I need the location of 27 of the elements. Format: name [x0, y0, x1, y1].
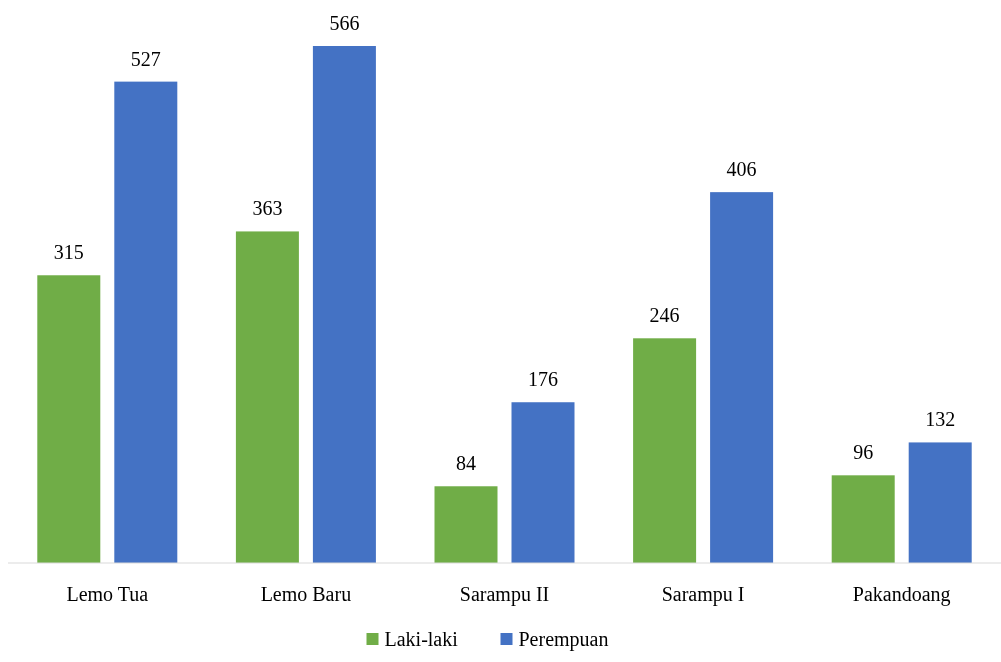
- data-label: 84: [456, 452, 476, 475]
- data-label: 176: [528, 368, 558, 391]
- bar: [235, 231, 299, 563]
- data-label: 527: [130, 47, 161, 70]
- bar: [37, 275, 101, 563]
- legend-label: Laki-laki: [384, 628, 459, 650]
- legend-label: Perempuan: [518, 628, 609, 651]
- x-tick-label: Lemo Tua: [66, 583, 149, 605]
- bar: [831, 475, 895, 563]
- data-label: 406: [726, 158, 757, 181]
- data-label: 132: [925, 408, 956, 431]
- bar: [633, 338, 697, 563]
- x-tick-label: Lemo Baru: [260, 583, 352, 605]
- bar: [434, 486, 498, 563]
- bar: [312, 46, 376, 563]
- bar: [114, 81, 178, 563]
- bar: [511, 402, 575, 563]
- data-label: 566: [329, 12, 360, 34]
- x-tick-label: Sarampu II: [459, 583, 550, 606]
- x-tick-label: Sarampu I: [661, 583, 745, 606]
- bar: [908, 442, 972, 563]
- data-label: 315: [53, 241, 84, 264]
- data-label: 96: [853, 441, 874, 464]
- data-label: 363: [252, 197, 283, 220]
- bar: [710, 192, 774, 563]
- x-tick-label: Pakandoang: [852, 583, 951, 606]
- data-label: 246: [649, 304, 680, 327]
